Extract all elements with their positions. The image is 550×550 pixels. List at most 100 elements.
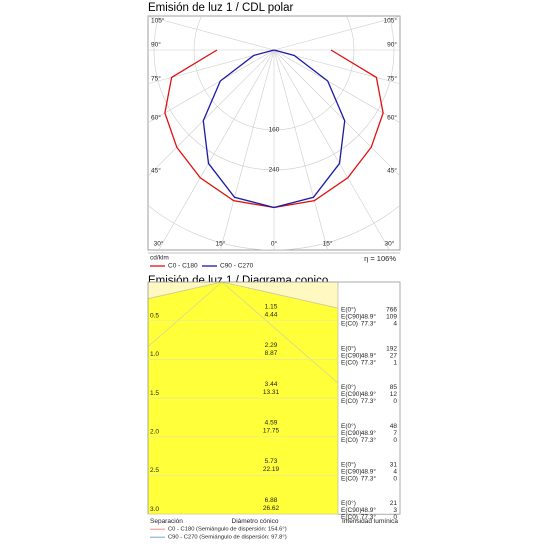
angle-label: 90° — [151, 41, 161, 49]
diameter-value: 1.15 — [265, 303, 278, 310]
angle-label: 75° — [387, 74, 397, 82]
e-label: E(0°) — [341, 306, 356, 314]
angle-label: 90° — [387, 41, 397, 49]
grid-ray — [273, 49, 400, 177]
e-label: E(C90) — [341, 352, 362, 359]
e-label: E(C90) — [341, 507, 362, 514]
e-value: 0 — [393, 437, 397, 444]
angle-label: 45° — [151, 167, 161, 175]
e-value: 766 — [386, 307, 397, 314]
grid-ray — [148, 49, 275, 124]
e-value: 4 — [393, 321, 397, 328]
unit-label: cd/klm — [150, 255, 169, 262]
e-angle: 48.9° — [361, 313, 377, 321]
e-label: E(C90) — [341, 430, 362, 437]
axis-label: Intensidad lumínica — [342, 518, 398, 525]
axis-label: Diámetro cónico — [232, 518, 279, 525]
e-angle: 77.3° — [361, 436, 377, 444]
grid-ray — [148, 49, 275, 177]
height-label: 0.5 — [150, 312, 159, 319]
polar-curve — [273, 49, 384, 209]
angle-label: 0° — [271, 240, 278, 248]
grid-ray — [220, 49, 275, 250]
height-label: 2.5 — [150, 467, 159, 474]
grid-ray — [148, 16, 275, 51]
diameter-value: 3.44 — [265, 381, 278, 388]
e-value: 0 — [393, 398, 397, 405]
angle-label: 45° — [387, 167, 397, 175]
e-value: 7 — [393, 430, 397, 437]
grid-ray — [273, 16, 400, 51]
e-angle: 77.3° — [361, 320, 377, 328]
e-value: 85 — [390, 384, 398, 391]
diameter-value: 4.44 — [265, 311, 278, 318]
e-angle: 48.9° — [361, 390, 377, 398]
axis-label: Separación — [150, 518, 183, 525]
height-label: 1.0 — [150, 351, 159, 358]
diameter-value: 4.59 — [265, 420, 278, 427]
e-value: 1 — [393, 359, 397, 366]
conic-outside — [148, 282, 338, 309]
polar-curve — [273, 49, 346, 209]
e-value: 192 — [386, 345, 397, 352]
e-value: 27 — [390, 352, 398, 359]
e-label: E(C0) — [341, 359, 358, 366]
legend-label: C0 - C180 (Semiángulo de dispersión: 154… — [168, 527, 287, 533]
angle-label: 30° — [154, 240, 164, 248]
legend-label: C90 - C270 (Semiángulo de dispersión: 97… — [168, 535, 287, 541]
e-value: 4 — [393, 469, 397, 476]
diameter-value: 26.62 — [263, 505, 280, 512]
cone-edge — [221, 281, 339, 384]
angle-label: 105° — [151, 17, 165, 25]
e-label: E(0°) — [341, 383, 356, 391]
e-value: 48 — [390, 423, 398, 430]
e-value: 12 — [390, 391, 398, 398]
e-label: E(0°) — [341, 422, 356, 430]
grid-ray — [273, 49, 328, 250]
e-value: 31 — [390, 462, 398, 469]
angle-label: 105° — [384, 17, 398, 25]
diameter-value: 5.73 — [265, 458, 278, 465]
e-value: 0 — [393, 514, 397, 521]
e-label: E(0°) — [341, 344, 356, 352]
e-angle: 77.3° — [361, 358, 377, 366]
efficiency: η = 106% — [364, 254, 396, 263]
diameter-value: 13.31 — [263, 389, 280, 396]
grid-ray — [273, 49, 390, 250]
e-label: E(C90) — [341, 391, 362, 398]
e-angle: 48.9° — [361, 468, 377, 476]
e-label: E(C0) — [341, 476, 358, 483]
e-label: E(0°) — [341, 499, 356, 507]
e-angle: 48.9° — [361, 351, 377, 359]
height-label: 2.0 — [150, 429, 159, 436]
e-value: 3 — [393, 507, 397, 514]
polar-curve — [202, 49, 275, 209]
angle-label: 60° — [387, 113, 397, 121]
e-label: E(0°) — [341, 461, 356, 469]
e-angle: 77.3° — [361, 397, 377, 405]
angle-label: 60° — [151, 113, 161, 121]
diameter-value: 8.87 — [265, 350, 278, 357]
diameter-value: 22.19 — [263, 466, 280, 473]
angle-label: 15° — [323, 240, 333, 248]
e-label: E(C0) — [341, 321, 358, 328]
e-angle: 77.3° — [361, 513, 377, 521]
height-label: 1.5 — [150, 390, 159, 397]
grid-ray — [158, 49, 275, 250]
diameter-value: 2.29 — [265, 342, 278, 349]
diameter-value: 6.88 — [265, 497, 278, 504]
grid-ray — [273, 49, 400, 124]
e-angle: 77.3° — [361, 475, 377, 483]
angle-label: 75° — [151, 74, 161, 82]
e-value: 0 — [393, 476, 397, 483]
e-label: E(C0) — [341, 514, 358, 521]
cone-edge — [147, 281, 223, 347]
e-label: E(C90) — [341, 469, 362, 476]
legend-label: C90 - C270 — [220, 263, 254, 270]
e-label: E(C0) — [341, 437, 358, 444]
cone-edge — [147, 281, 223, 300]
e-angle: 48.9° — [361, 506, 377, 514]
height-label: 3.0 — [150, 506, 159, 513]
e-value: 109 — [386, 314, 397, 321]
